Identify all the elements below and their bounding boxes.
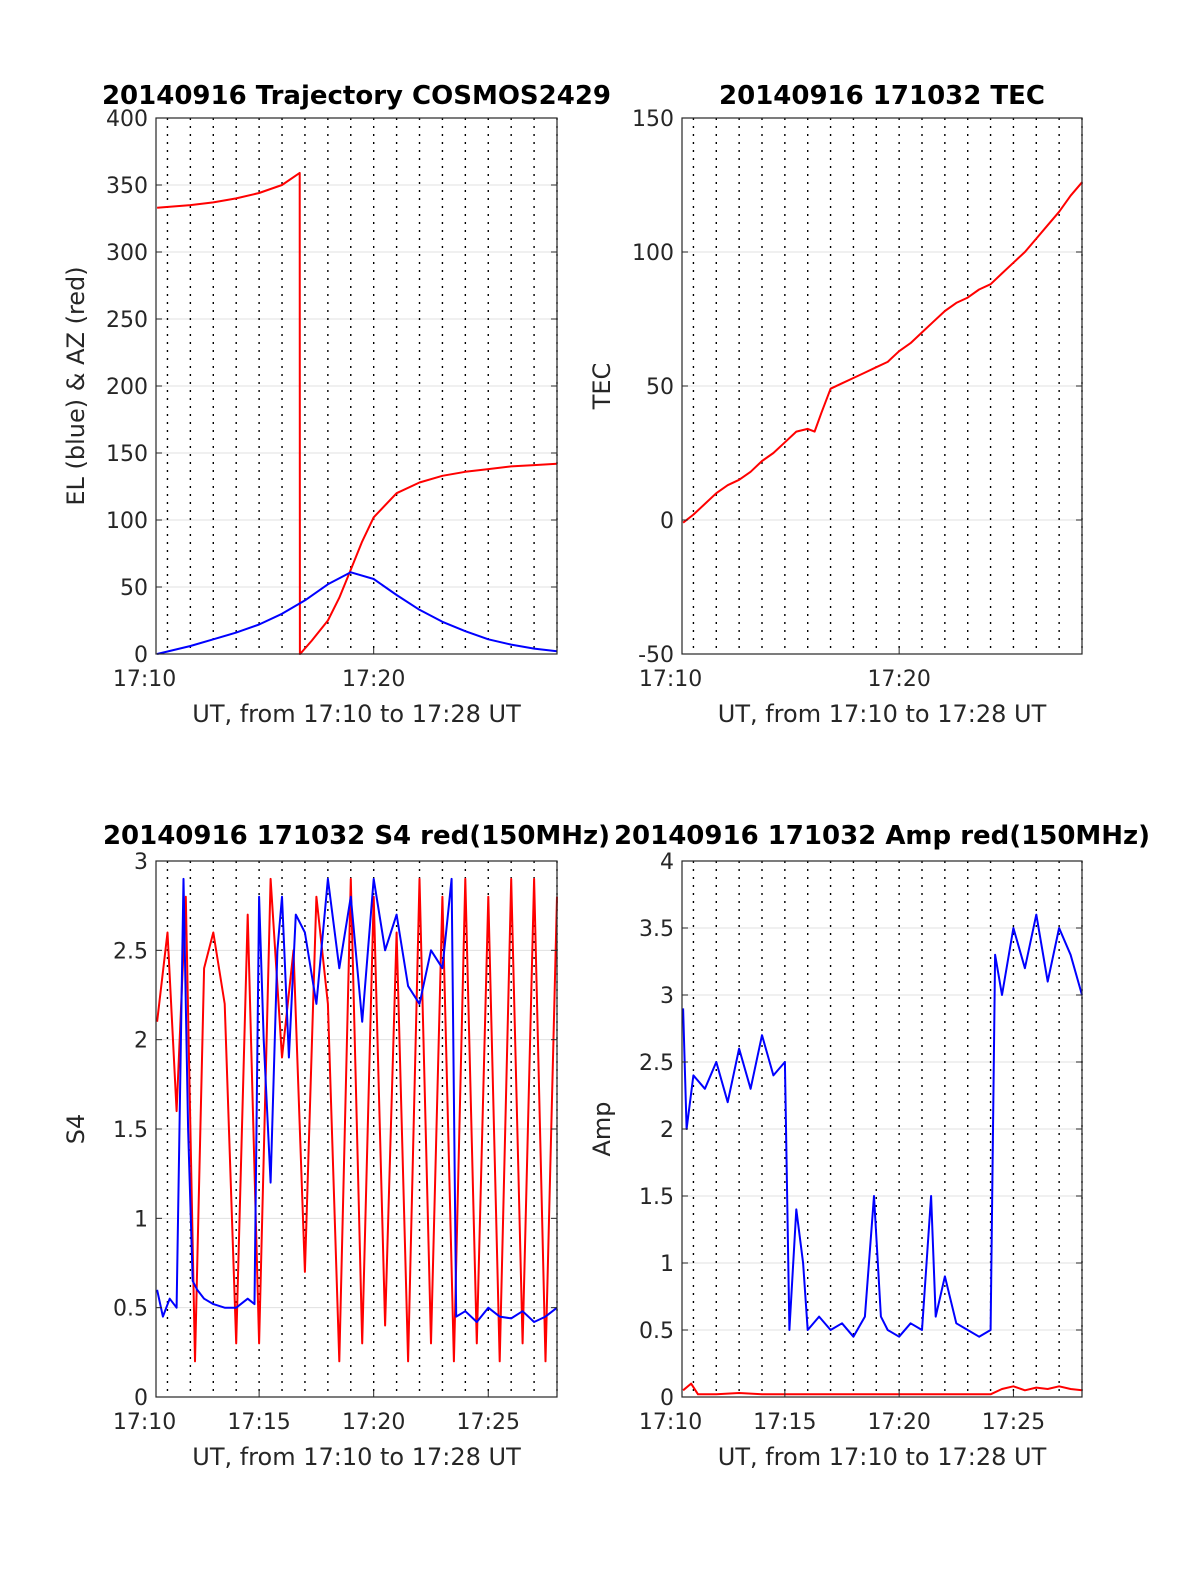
amp-y-label: Amp xyxy=(588,1101,616,1156)
s4-y-tick-label: 2 xyxy=(134,1029,148,1054)
trajectory-panel: 0 50 100 150 200 250 300 350 400 17:10 17:20 20140… xyxy=(62,81,611,728)
s4-series-line-1 xyxy=(156,877,558,1323)
amp-y-tick-label: 3.5 xyxy=(639,917,674,942)
trajectory-y-tick-label: 0 xyxy=(134,643,148,668)
amp-series-line-0 xyxy=(682,913,1083,1338)
tec-y-tick-label: 150 xyxy=(632,107,674,132)
tec-y-label: TEC xyxy=(588,363,616,411)
amp-y-tick-label: 4 xyxy=(660,850,674,875)
trajectory-series-line-0 xyxy=(157,171,558,655)
trajectory-series-line-1 xyxy=(156,571,558,655)
tec-ticks: -50 0 50 100 150 17:10 17:20 xyxy=(632,107,1082,692)
trajectory-ticks: 0 50 100 150 200 250 300 350 400 17:10 17:20 xyxy=(106,107,557,692)
s4-x-label: UT, from 17:10 to 17:28 UT xyxy=(192,1443,521,1471)
trajectory-y-label: EL (blue) & AZ (red) xyxy=(62,266,90,505)
s4-y-label: S4 xyxy=(62,1114,90,1145)
trajectory-title: 20140916 Trajectory COSMOS2429 xyxy=(102,81,611,111)
s4-x-tick-label: 17:20 xyxy=(342,1410,405,1435)
amp-y-tick-label: 1 xyxy=(660,1252,674,1277)
tec-title: 20140916 171032 TEC xyxy=(719,81,1045,111)
amp-series-line-1 xyxy=(682,1382,1083,1396)
amp-ticks: 0 0.5 1 1.5 2 2.5 3 3.5 4 17:10 17:15 17:20 17:25 xyxy=(639,850,1082,1435)
s4-x-tick-label: 17:10 xyxy=(113,1410,176,1435)
trajectory-y-tick-label: 250 xyxy=(106,308,148,333)
trajectory-x-tick-label: 17:10 xyxy=(113,667,176,692)
amp-y-tick-label: 1.5 xyxy=(639,1185,674,1210)
trajectory-y-tick-label: 300 xyxy=(106,241,148,266)
tec-x-tick-label: 17:20 xyxy=(867,667,930,692)
trajectory-y-tick-label: 50 xyxy=(120,576,148,601)
s4-ticks: 0 0.5 1 1.5 2 2.5 3 17:10 17:15 17:20 17:25 xyxy=(113,850,557,1435)
s4-panel: 0 0.5 1 1.5 2 2.5 3 17:10 17:15 17:20 17:25 201409… xyxy=(62,821,610,1471)
tec-series xyxy=(682,181,1083,524)
tec-y-tick-label: 100 xyxy=(632,241,674,266)
amp-title: 20140916 171032 Amp red(150MHz) xyxy=(614,821,1150,851)
s4-y-tick-label: 1 xyxy=(134,1207,148,1232)
tec-panel: -50 0 50 100 150 17:10 17:20 20140916 171032 T… xyxy=(588,81,1083,728)
s4-x-tick-label: 17:15 xyxy=(227,1410,290,1435)
tec-x-tick-label: 17:10 xyxy=(639,667,702,692)
trajectory-y-tick-label: 400 xyxy=(106,107,148,132)
tec-y-tick-label: 0 xyxy=(660,509,674,534)
amp-series xyxy=(682,913,1083,1396)
amp-grid xyxy=(682,860,1083,1398)
trajectory-y-tick-label: 200 xyxy=(106,375,148,400)
s4-series xyxy=(156,877,558,1363)
amp-y-tick-label: 0 xyxy=(660,1386,674,1411)
s4-y-tick-label: 1.5 xyxy=(113,1118,148,1143)
amp-x-label: UT, from 17:10 to 17:28 UT xyxy=(718,1443,1047,1471)
s4-y-tick-label: 3 xyxy=(134,850,148,875)
amp-y-tick-label: 2 xyxy=(660,1118,674,1143)
amp-y-tick-label: 0.5 xyxy=(639,1319,674,1344)
s4-x-tick-label: 17:25 xyxy=(457,1410,520,1435)
trajectory-x-tick-label: 17:20 xyxy=(342,667,405,692)
s4-y-tick-label: 0 xyxy=(134,1386,148,1411)
tec-y-tick-label: 50 xyxy=(646,375,674,400)
tec-y-tick-label: -50 xyxy=(638,643,674,668)
trajectory-y-tick-label: 100 xyxy=(106,509,148,534)
trajectory-y-tick-label: 150 xyxy=(106,442,148,467)
amp-y-tick-label: 2.5 xyxy=(639,1051,674,1076)
amp-x-tick-label: 17:25 xyxy=(982,1410,1045,1435)
tec-series-line-0 xyxy=(682,181,1083,524)
s4-title: 20140916 171032 S4 red(150MHz) xyxy=(103,821,610,851)
s4-y-tick-label: 2.5 xyxy=(113,939,148,964)
trajectory-series xyxy=(156,171,558,655)
amp-x-tick-label: 17:10 xyxy=(639,1410,702,1435)
amp-panel: 0 0.5 1 1.5 2 2.5 3 3.5 4 17:10 17:15 17:20 17:25 20… xyxy=(588,821,1150,1471)
trajectory-y-tick-label: 350 xyxy=(106,174,148,199)
s4-y-tick-label: 0.5 xyxy=(113,1297,148,1322)
amp-x-tick-label: 17:20 xyxy=(867,1410,930,1435)
trajectory-grid xyxy=(156,117,558,655)
trajectory-x-label: UT, from 17:10 to 17:28 UT xyxy=(192,700,521,728)
s4-series-line-0 xyxy=(156,877,558,1363)
amp-y-tick-label: 3 xyxy=(660,984,674,1009)
tec-x-label: UT, from 17:10 to 17:28 UT xyxy=(718,700,1047,728)
amp-x-tick-label: 17:15 xyxy=(753,1410,816,1435)
